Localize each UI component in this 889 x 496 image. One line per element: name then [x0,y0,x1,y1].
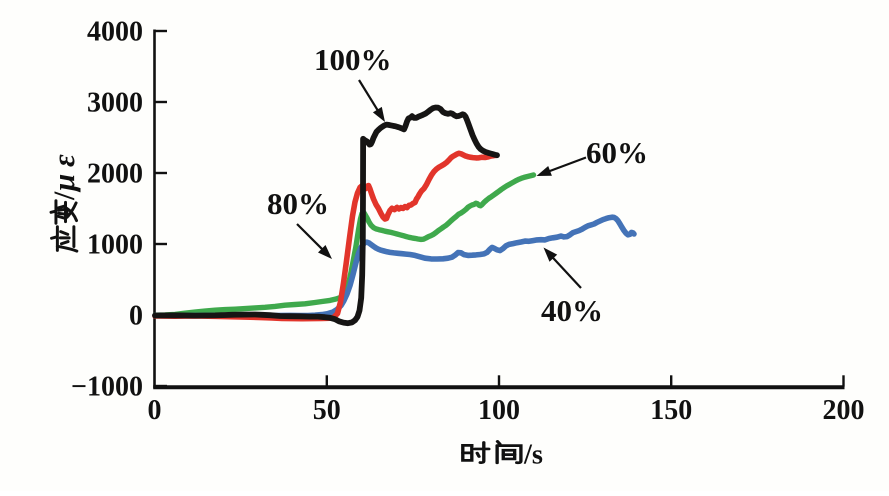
svg-text:100: 100 [478,395,520,426]
svg-text:/: / [48,191,81,201]
svg-text:2000: 2000 [87,159,143,190]
svg-text:100%: 100% [314,42,392,77]
svg-text:μ: μ [46,174,81,193]
svg-text:1000: 1000 [87,230,143,261]
svg-text:60%: 60% [586,135,648,170]
svg-text:3000: 3000 [87,88,143,119]
svg-text:/s: /s [523,440,543,471]
svg-text:−1000: −1000 [71,372,143,403]
svg-text:150: 150 [650,395,692,426]
svg-text:4000: 4000 [87,17,143,48]
svg-text:80%: 80% [267,186,329,221]
svg-text:200: 200 [823,395,865,426]
svg-text:50: 50 [313,395,341,426]
svg-text:40%: 40% [541,293,603,328]
svg-text:0: 0 [129,301,143,332]
svg-text:0: 0 [148,395,162,426]
svg-text:ε: ε [46,154,81,167]
